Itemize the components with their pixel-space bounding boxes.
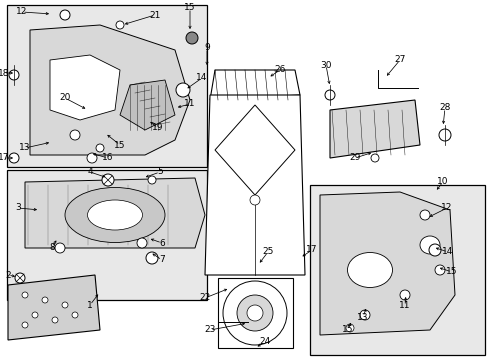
Bar bbox=[218, 278, 292, 348]
Text: 14: 14 bbox=[196, 73, 207, 82]
Circle shape bbox=[246, 305, 263, 321]
Text: 1: 1 bbox=[87, 301, 93, 310]
Text: 28: 28 bbox=[438, 104, 450, 112]
Text: 9: 9 bbox=[203, 44, 209, 53]
Circle shape bbox=[52, 317, 58, 323]
Circle shape bbox=[434, 265, 444, 275]
Text: 29: 29 bbox=[348, 153, 360, 162]
Ellipse shape bbox=[347, 252, 392, 288]
Polygon shape bbox=[329, 100, 419, 158]
Polygon shape bbox=[25, 178, 204, 248]
Text: 14: 14 bbox=[442, 248, 453, 256]
Text: 10: 10 bbox=[436, 177, 448, 186]
Circle shape bbox=[102, 174, 114, 186]
Circle shape bbox=[137, 238, 147, 248]
Text: 30: 30 bbox=[320, 60, 331, 69]
Circle shape bbox=[62, 302, 68, 308]
Text: 11: 11 bbox=[398, 302, 410, 310]
Polygon shape bbox=[50, 55, 120, 120]
Text: 15: 15 bbox=[446, 267, 457, 276]
Circle shape bbox=[237, 295, 272, 331]
Circle shape bbox=[87, 153, 97, 163]
Circle shape bbox=[148, 176, 156, 184]
Circle shape bbox=[70, 130, 80, 140]
Polygon shape bbox=[204, 95, 305, 275]
Text: 12: 12 bbox=[16, 8, 28, 17]
Circle shape bbox=[370, 154, 378, 162]
Circle shape bbox=[15, 273, 25, 283]
Text: 24: 24 bbox=[259, 338, 270, 346]
Text: 2: 2 bbox=[5, 270, 11, 279]
Text: 15: 15 bbox=[114, 140, 125, 149]
Circle shape bbox=[9, 70, 19, 80]
Circle shape bbox=[22, 292, 28, 298]
Text: 3: 3 bbox=[15, 203, 21, 212]
Bar bbox=[7, 170, 206, 300]
Text: 19: 19 bbox=[152, 123, 163, 132]
Text: 26: 26 bbox=[274, 66, 285, 75]
Text: 27: 27 bbox=[393, 55, 405, 64]
Text: 6: 6 bbox=[159, 238, 164, 248]
Text: 13: 13 bbox=[19, 144, 31, 153]
Text: 22: 22 bbox=[199, 293, 210, 302]
Text: 17: 17 bbox=[305, 246, 317, 255]
Circle shape bbox=[223, 281, 286, 345]
Circle shape bbox=[185, 32, 198, 44]
Polygon shape bbox=[209, 70, 299, 100]
Bar bbox=[7, 5, 206, 167]
Polygon shape bbox=[30, 25, 190, 155]
Circle shape bbox=[9, 153, 19, 163]
Text: 18: 18 bbox=[0, 68, 10, 77]
Circle shape bbox=[359, 310, 369, 320]
Circle shape bbox=[60, 10, 70, 20]
Text: 20: 20 bbox=[59, 94, 71, 103]
Text: 7: 7 bbox=[159, 256, 164, 265]
Text: 4: 4 bbox=[87, 167, 93, 176]
Text: 17: 17 bbox=[0, 153, 10, 162]
Circle shape bbox=[428, 244, 440, 256]
Circle shape bbox=[176, 83, 190, 97]
Circle shape bbox=[96, 144, 104, 152]
Circle shape bbox=[438, 129, 450, 141]
Polygon shape bbox=[215, 105, 294, 195]
Circle shape bbox=[22, 322, 28, 328]
Text: 15: 15 bbox=[184, 4, 195, 13]
Ellipse shape bbox=[419, 236, 439, 254]
Text: 12: 12 bbox=[440, 203, 452, 212]
Polygon shape bbox=[8, 275, 100, 340]
Text: 16: 16 bbox=[102, 153, 114, 162]
Circle shape bbox=[419, 210, 429, 220]
Ellipse shape bbox=[65, 188, 164, 243]
Text: 5: 5 bbox=[157, 167, 163, 176]
Text: 25: 25 bbox=[262, 248, 273, 256]
Text: 21: 21 bbox=[149, 10, 161, 19]
Circle shape bbox=[55, 243, 65, 253]
Circle shape bbox=[42, 297, 48, 303]
Text: 23: 23 bbox=[204, 325, 215, 334]
Bar bbox=[309, 185, 484, 355]
Circle shape bbox=[399, 290, 409, 300]
Text: 13: 13 bbox=[357, 312, 368, 321]
Polygon shape bbox=[319, 192, 454, 335]
Circle shape bbox=[32, 312, 38, 318]
Circle shape bbox=[72, 312, 78, 318]
Circle shape bbox=[249, 195, 260, 205]
Text: 8: 8 bbox=[49, 243, 55, 252]
Polygon shape bbox=[120, 80, 175, 130]
Text: 15: 15 bbox=[342, 325, 353, 334]
Circle shape bbox=[116, 21, 124, 29]
Circle shape bbox=[346, 324, 353, 332]
Ellipse shape bbox=[87, 200, 142, 230]
Circle shape bbox=[325, 90, 334, 100]
Text: 11: 11 bbox=[184, 99, 195, 108]
Circle shape bbox=[146, 252, 158, 264]
